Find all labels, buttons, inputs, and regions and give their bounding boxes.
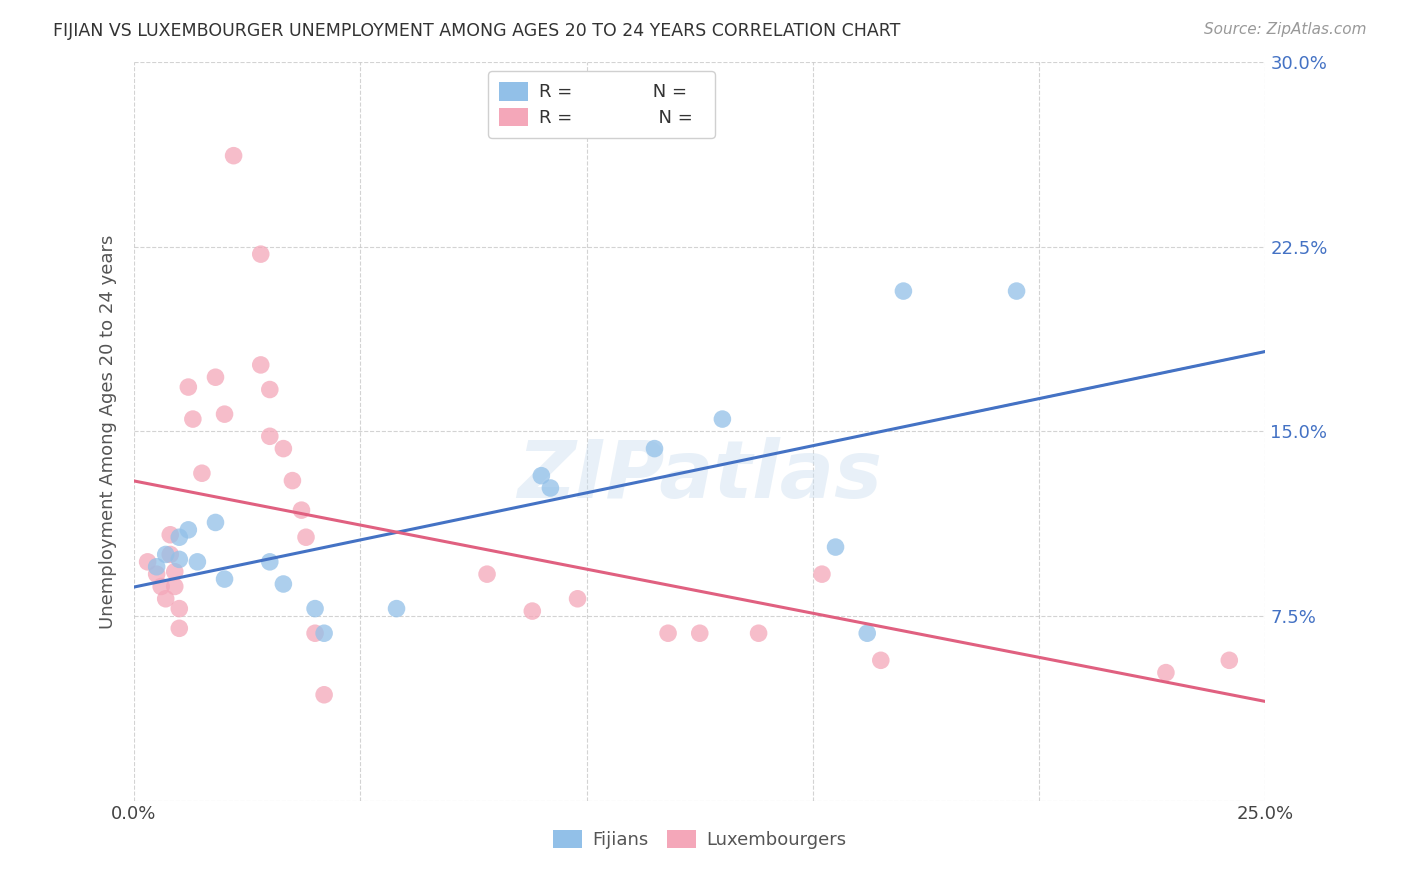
Point [177,523,200,537]
Legend: R =              N =   , R =               N = : R = N = , R = N = [488,71,714,138]
Text: Source: ZipAtlas.com: Source: ZipAtlas.com [1204,22,1367,37]
Point [538,481,561,495]
Point [191,467,214,481]
Text: -0.254: -0.254 [582,115,647,133]
Point [748,626,770,640]
Point [204,516,226,530]
Text: FIJIAN VS LUXEMBOURGER UNEMPLOYMENT AMONG AGES 20 TO 24 YEARS CORRELATION CHART: FIJIAN VS LUXEMBOURGER UNEMPLOYMENT AMON… [53,22,901,40]
Point [259,555,281,569]
Point [259,429,281,443]
Point [214,572,236,586]
Point [314,626,336,640]
Point [385,601,408,615]
Point [856,626,879,640]
Point [657,626,679,640]
Point [1154,665,1177,680]
Point [273,577,295,591]
Point [163,579,186,593]
Point [145,559,167,574]
Point [893,284,915,298]
Point [314,688,336,702]
Point [169,530,191,544]
Point [177,380,200,394]
Y-axis label: Unemployment Among Ages 20 to 24 years: Unemployment Among Ages 20 to 24 years [100,235,117,629]
Point [281,474,304,488]
Point [163,565,186,579]
Text: 0.665: 0.665 [588,82,644,100]
Text: 17: 17 [676,82,702,100]
Point [304,601,326,615]
Text: 35: 35 [676,115,702,133]
Point [150,579,173,593]
Point [155,591,177,606]
Point [295,530,318,544]
Point [181,412,204,426]
Point [155,548,177,562]
Point [249,247,271,261]
Point [136,555,159,569]
Point [711,412,734,426]
Point [304,626,326,640]
Point [159,528,181,542]
Point [1218,653,1240,667]
Point [689,626,711,640]
Point [169,601,191,615]
Point [186,555,208,569]
Point [169,621,191,635]
Point [222,149,245,163]
Point [159,548,181,562]
Point [522,604,544,618]
Point [1005,284,1028,298]
Point [214,407,236,421]
Point [824,540,846,554]
Point [811,567,834,582]
Point [290,503,312,517]
Point [475,567,498,582]
Point [530,468,553,483]
Point [273,442,295,456]
Point [249,358,271,372]
Point [644,442,666,456]
Point [869,653,891,667]
Point [169,552,191,566]
Point [204,370,226,384]
Point [259,383,281,397]
Text: ZIPatlas: ZIPatlas [517,437,882,515]
Point [567,591,589,606]
Point [145,567,167,582]
